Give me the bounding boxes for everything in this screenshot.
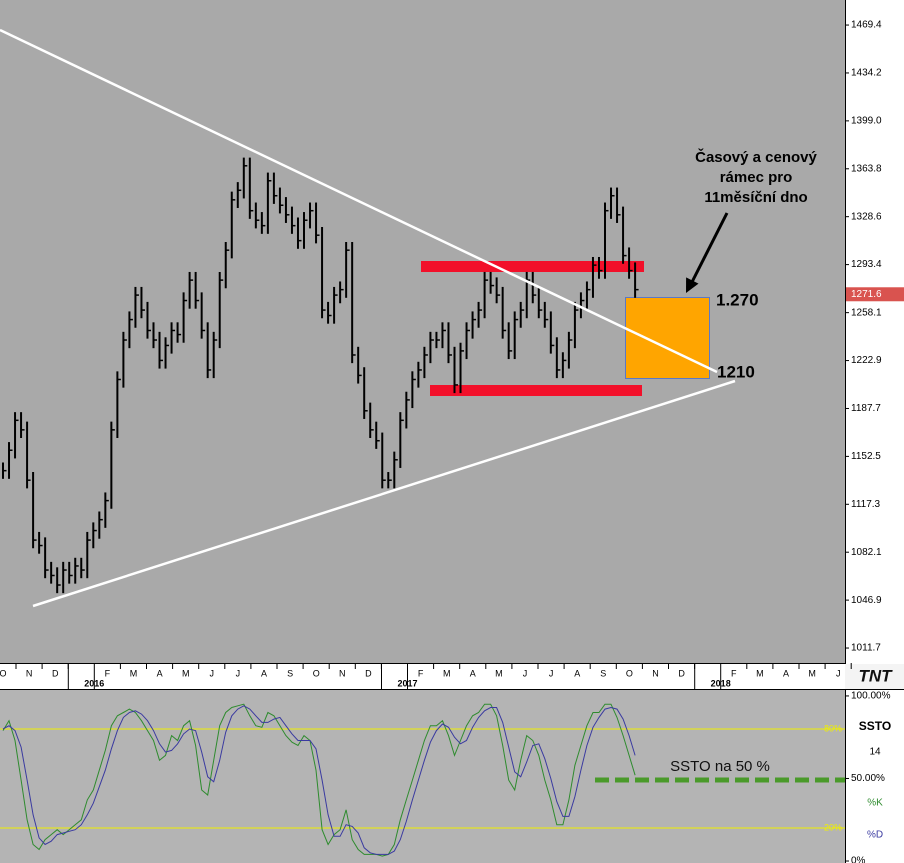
support-zone — [430, 385, 642, 396]
month-label: A — [470, 668, 476, 678]
y-tick-label: 1046.9 — [851, 595, 882, 606]
guide-label: 80% — [824, 723, 842, 733]
month-label: A — [783, 668, 789, 678]
month-label: F — [731, 668, 737, 678]
annotation-lines: Časový a cenový rámec pro 11měsíční dno … — [0, 20, 904, 863]
month-label: J — [549, 668, 554, 678]
y-tick-label: 1117.3 — [851, 499, 881, 510]
oscillator-note: SSTO na 50 % — [670, 758, 770, 775]
y-tick-label: 1363.8 — [851, 163, 882, 174]
month-label: M — [130, 668, 138, 678]
y-tick-label: 50.00% — [851, 773, 885, 784]
price-axis-panel — [845, 0, 904, 663]
logo-box — [845, 664, 904, 689]
y-tick-label: 1399.0 — [851, 116, 882, 127]
logo: TNT — [858, 666, 893, 685]
y-tick-label: 1258.1 — [851, 307, 882, 318]
note-line: 11měsíční dno — [704, 189, 807, 206]
y-tick-label: 1152.5 — [851, 451, 881, 462]
y-tick-label: 1011.7 — [851, 643, 881, 654]
month-label: J — [836, 668, 841, 678]
annotation-shapes — [0, 261, 845, 829]
y-tick-label: 1082.1 — [851, 547, 882, 558]
oscillator-line — [2, 703, 636, 857]
oscillator-panel — [0, 690, 845, 863]
y-tick-label: 1187.7 — [851, 403, 881, 414]
indicator-name: SSTO — [859, 719, 891, 733]
month-label: N — [652, 668, 659, 678]
price-bars — [2, 157, 639, 857]
month-label: O — [626, 668, 633, 678]
month-label: A — [261, 668, 267, 678]
trendline-upper — [0, 28, 718, 374]
month-label: M — [495, 668, 503, 678]
y-tick-label: 100.00% — [851, 691, 891, 702]
month-label: N — [339, 668, 346, 678]
y-tick-label: 0% — [851, 856, 866, 863]
month-label: D — [365, 668, 372, 678]
month-label: S — [287, 668, 293, 678]
last-price-box — [846, 287, 904, 302]
month-label: J — [236, 668, 241, 678]
year-label: 2016 — [84, 678, 104, 688]
month-label: D — [678, 668, 685, 678]
month-label: M — [182, 668, 190, 678]
month-label: N — [26, 668, 33, 678]
month-label: A — [157, 668, 163, 678]
note-line: rámec pro — [720, 169, 793, 186]
trendline-lower — [32, 379, 736, 608]
month-label: D — [52, 668, 59, 678]
month-label: F — [105, 668, 111, 678]
target-box — [625, 297, 710, 379]
y-tick-label: 1222.9 — [851, 355, 882, 366]
month-label: M — [808, 668, 816, 678]
time-axis-panel — [0, 663, 904, 690]
guide-label: 20% — [824, 822, 842, 832]
y-tick-label: 1469.4 — [851, 20, 882, 31]
month-label: M — [443, 668, 451, 678]
month-label: M — [756, 668, 764, 678]
y-tick-label: 1434.2 — [851, 68, 882, 79]
last-price-label: 1271.6 — [851, 289, 882, 300]
year-label: 2017 — [397, 678, 417, 688]
y-tick-label: 1328.6 — [851, 211, 882, 222]
month-label: S — [600, 668, 606, 678]
indicator-period: 14 — [869, 747, 881, 758]
oscillator-axis-panel — [845, 690, 904, 863]
y-tick-label: 1293.4 — [851, 259, 882, 270]
year-label: 2018 — [711, 678, 731, 688]
month-label: O — [313, 668, 320, 678]
legend-label: %D — [867, 830, 883, 841]
month-label: F — [418, 668, 424, 678]
month-label: J — [523, 668, 528, 678]
level-label: 1.270 — [716, 290, 759, 309]
arrow-shaft — [689, 212, 729, 285]
resistance-zone — [421, 261, 644, 272]
legend-label: %K — [867, 798, 883, 809]
level-label: 1210 — [717, 362, 755, 381]
arrow-head — [686, 277, 699, 293]
month-label: O — [0, 668, 7, 678]
oscillator-line — [2, 705, 636, 855]
note-line: Časový a cenový — [695, 148, 817, 166]
price-panel — [0, 0, 845, 663]
month-label: J — [210, 668, 215, 678]
month-label: A — [574, 668, 580, 678]
